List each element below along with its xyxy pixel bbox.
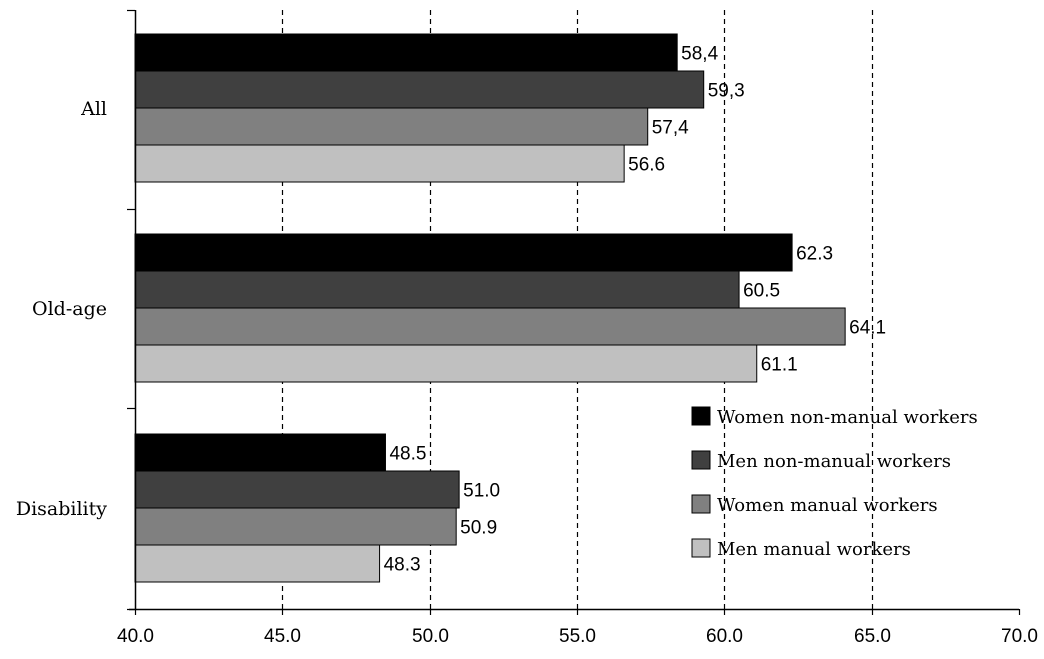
- bar-old-age-men-non-manual-workers: [134, 270, 740, 309]
- x-tick-label-60-0: 60.0: [706, 626, 743, 647]
- bar-all-men-non-manual-workers: [134, 70, 705, 109]
- legend-swatch-men-manual-workers: [691, 538, 711, 558]
- legend-label-women-non-manual-workers: Women non-manual workers: [717, 407, 978, 428]
- bar-disability-women-manual-workers: [134, 507, 457, 546]
- x-axis-ticks: 40.0 45.0 50.0 55.0 60.0 65.0 70.0: [117, 609, 1038, 647]
- legend-label-men-non-manual-workers: Men non-manual workers: [717, 451, 951, 472]
- legend: Women non-manual workers Men non-manual w…: [691, 406, 978, 560]
- data-label-old-age-men-manual-workers: 61.1: [761, 355, 798, 376]
- data-label-all-women-manual-workers: 57,4: [652, 118, 689, 139]
- data-label-all-men-manual-workers: 56.6: [628, 155, 665, 176]
- bar-all-women-non-manual-workers: [134, 33, 678, 72]
- legend-swatch-women-non-manual-workers: [691, 406, 711, 426]
- legend-label-men-manual-workers: Men manual workers: [717, 539, 911, 560]
- x-tick-label-40-0: 40.0: [117, 626, 154, 647]
- category-label-disability: Disability: [16, 498, 107, 520]
- data-label-all-women-non-manual-workers: 58,4: [681, 44, 718, 65]
- bar-all-men-manual-workers: [134, 144, 625, 183]
- bar-old-age-men-manual-workers: [134, 344, 758, 383]
- axes: [127, 9, 1019, 611]
- data-label-old-age-women-non-manual-workers: 62.3: [796, 244, 833, 265]
- x-tick-label-45-0: 45.0: [264, 626, 301, 647]
- bars: 58,4 59,3 57,4 56.6 62.3 60.5 64.1 61.1 48.5 51.0…: [134, 33, 886, 583]
- x-tick-label-55-0: 55.0: [559, 626, 596, 647]
- data-label-old-age-men-non-manual-workers: 60.5: [743, 281, 780, 302]
- category-labels: All Old-age Disability: [16, 98, 107, 520]
- legend-label-women-manual-workers: Women manual workers: [717, 495, 938, 516]
- data-label-old-age-women-manual-workers: 64.1: [849, 318, 886, 339]
- x-tick-label-65-0: 65.0: [854, 626, 891, 647]
- data-label-disability-men-non-manual-workers: 51.0: [463, 481, 500, 502]
- bar-disability-men-non-manual-workers: [134, 470, 460, 509]
- x-tick-label-50-0: 50.0: [412, 626, 449, 647]
- x-tick-label-70-0: 70.0: [1001, 626, 1038, 647]
- category-label-old-age: Old-age: [32, 298, 107, 320]
- data-label-disability-men-manual-workers: 48.3: [384, 555, 421, 576]
- bar-old-age-women-non-manual-workers: [134, 233, 793, 272]
- data-label-disability-women-non-manual-workers: 48.5: [389, 444, 426, 465]
- bar-old-age-women-manual-workers: [134, 307, 846, 346]
- legend-swatch-men-non-manual-workers: [691, 450, 711, 470]
- bar-disability-men-manual-workers: [134, 544, 381, 583]
- legend-swatch-women-manual-workers: [691, 494, 711, 514]
- category-label-all: All: [80, 98, 107, 120]
- data-label-all-men-non-manual-workers: 59,3: [708, 81, 745, 102]
- bar-all-women-manual-workers: [134, 107, 649, 146]
- data-label-disability-women-manual-workers: 50.9: [460, 518, 497, 539]
- bar-disability-women-non-manual-workers: [134, 433, 386, 472]
